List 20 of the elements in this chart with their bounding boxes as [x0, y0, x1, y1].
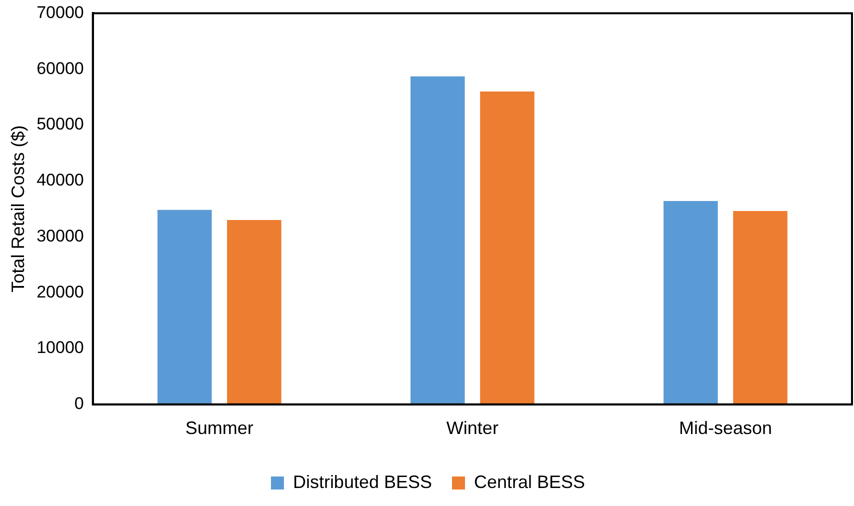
bar — [410, 76, 465, 404]
y-tick-label: 30000 — [36, 226, 84, 246]
y-tick-label: 0 — [74, 394, 84, 414]
y-tick-label: 10000 — [36, 338, 84, 358]
y-tick-label: 50000 — [36, 114, 84, 134]
y-tick-label: 40000 — [36, 170, 84, 190]
y-tick-label: 70000 — [36, 2, 84, 22]
x-tick-label: Winter — [446, 418, 498, 438]
bar — [733, 211, 788, 404]
y-axis-title: Total Retail Costs ($) — [8, 125, 28, 292]
bar — [227, 220, 282, 404]
y-tick-label: 20000 — [36, 282, 84, 302]
bar — [664, 200, 718, 404]
legend-label: Distributed BESS — [292, 472, 432, 492]
y-tick-label: 60000 — [36, 58, 84, 78]
bar — [480, 91, 534, 404]
legend-label: Central BESS — [474, 472, 586, 492]
bar — [157, 210, 212, 404]
x-tick-label: Mid-season — [678, 418, 772, 438]
x-tick-label: Summer — [185, 418, 254, 438]
